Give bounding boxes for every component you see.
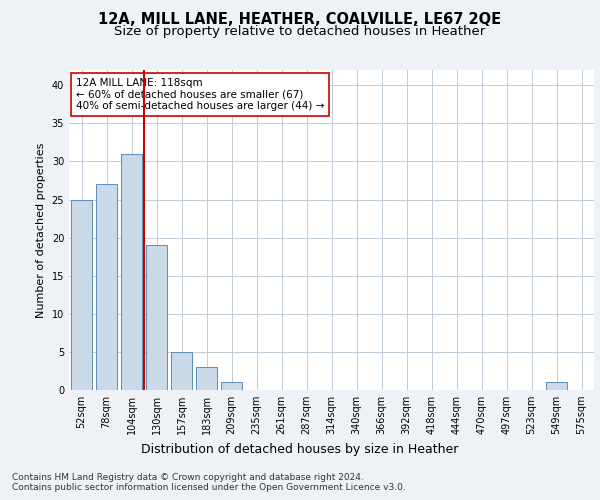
Bar bbox=[121, 154, 142, 390]
Y-axis label: Number of detached properties: Number of detached properties bbox=[36, 142, 46, 318]
Text: Contains public sector information licensed under the Open Government Licence v3: Contains public sector information licen… bbox=[12, 484, 406, 492]
Text: Contains HM Land Registry data © Crown copyright and database right 2024.: Contains HM Land Registry data © Crown c… bbox=[12, 472, 364, 482]
Bar bbox=[96, 184, 117, 390]
Text: 12A MILL LANE: 118sqm
← 60% of detached houses are smaller (67)
40% of semi-deta: 12A MILL LANE: 118sqm ← 60% of detached … bbox=[76, 78, 324, 111]
Text: 12A, MILL LANE, HEATHER, COALVILLE, LE67 2QE: 12A, MILL LANE, HEATHER, COALVILLE, LE67… bbox=[98, 12, 502, 28]
Bar bbox=[546, 382, 567, 390]
Bar bbox=[221, 382, 242, 390]
Bar bbox=[196, 367, 217, 390]
Bar bbox=[146, 245, 167, 390]
Text: Size of property relative to detached houses in Heather: Size of property relative to detached ho… bbox=[115, 25, 485, 38]
Text: Distribution of detached houses by size in Heather: Distribution of detached houses by size … bbox=[142, 442, 458, 456]
Bar bbox=[171, 352, 192, 390]
Bar bbox=[71, 200, 92, 390]
